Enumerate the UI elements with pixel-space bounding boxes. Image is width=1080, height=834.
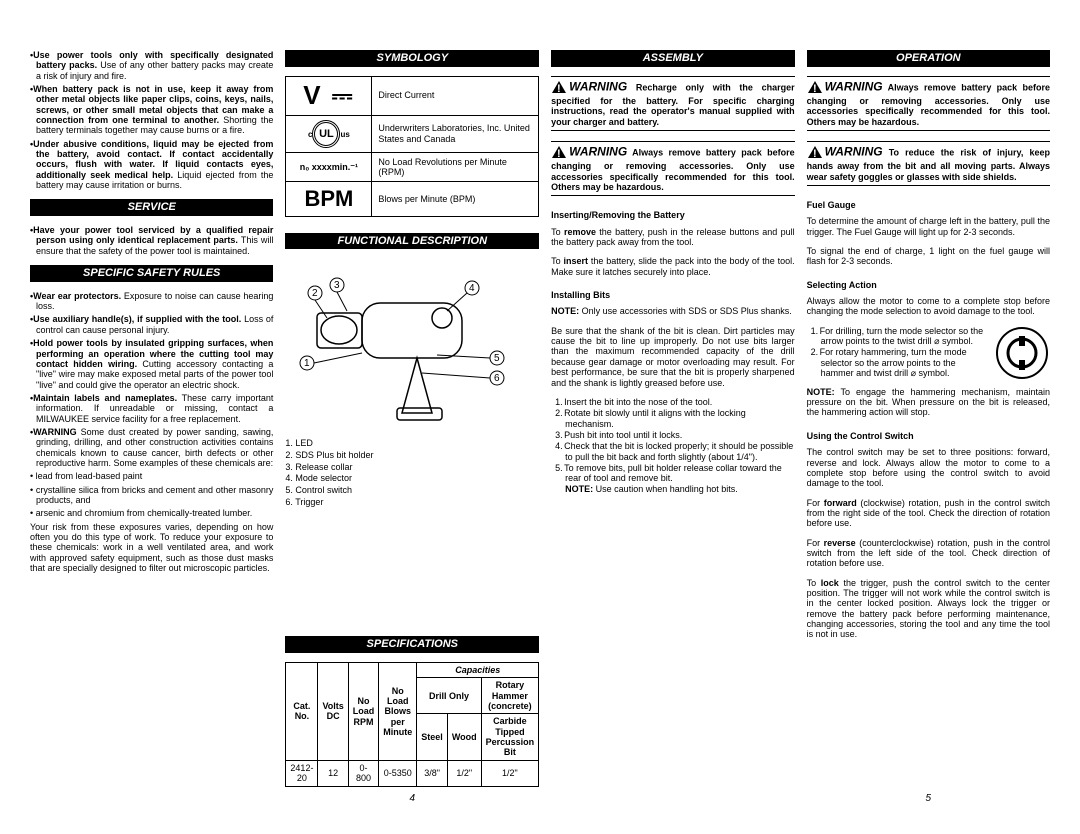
svg-text:2: 2	[312, 288, 318, 299]
svg-text:!: !	[557, 148, 561, 159]
warning-icon: !	[807, 80, 823, 96]
svg-text:3: 3	[334, 280, 340, 291]
page-number-right: 5	[807, 793, 1050, 805]
column-2: SYMBOLOGY V ⎓Direct Current cULusUnderwr…	[285, 50, 539, 804]
assembly-title: ASSEMBLY	[551, 50, 794, 67]
spec-table: Cat. No. Volts DC No Load RPM No Load Bl…	[285, 662, 539, 786]
parts-list: 1. LED 2. SDS Plus bit holder 3. Release…	[285, 438, 539, 508]
safety-bullets: •Use power tools only with specifically …	[30, 50, 273, 193]
mode-dial-icon	[995, 326, 1050, 381]
mode-steps: For drilling, turn the mode selector so …	[807, 326, 989, 380]
functional-title: FUNCTIONAL DESCRIPTION	[285, 233, 539, 250]
svg-text:5: 5	[494, 353, 500, 364]
warning-box: !WARNING To reduce the risk of injury, k…	[807, 141, 1050, 186]
svg-text:6: 6	[494, 373, 500, 384]
column-3: ASSEMBLY !WARNING Recharge only with the…	[551, 50, 794, 804]
warning-box: !WARNING Always remove battery pack befo…	[807, 76, 1050, 131]
spec-title: SPECIFICATIONS	[285, 636, 539, 653]
operation-title: OPERATION	[807, 50, 1050, 67]
warning-icon: !	[807, 145, 823, 161]
install-steps: Insert the bit into the nose of the tool…	[551, 397, 794, 495]
column-4: OPERATION !WARNING Always remove battery…	[807, 50, 1050, 804]
svg-text:!: !	[557, 83, 561, 94]
column-1: •Use power tools only with specifically …	[30, 50, 273, 804]
service-title: SERVICE	[30, 199, 273, 216]
symbology-title: SYMBOLOGY	[285, 50, 539, 67]
rules-list: •Wear ear protectors. Exposure to noise …	[30, 291, 273, 577]
svg-text:1: 1	[304, 358, 310, 369]
warning-icon: !	[551, 80, 567, 96]
tool-diagram: 2 3 4 1 5 6	[285, 258, 539, 428]
warning-box: !WARNING Always remove battery pack befo…	[551, 141, 794, 196]
svg-text:!: !	[813, 83, 817, 94]
page-number-left: 4	[285, 793, 539, 805]
rules-title: SPECIFIC SAFETY RULES	[30, 265, 273, 282]
svg-text:!: !	[813, 148, 817, 159]
svg-text:4: 4	[469, 283, 475, 294]
warning-icon: !	[551, 145, 567, 161]
warning-box: !WARNING Recharge only with the charger …	[551, 76, 794, 131]
symbology-table: V ⎓Direct Current cULusUnderwriters Labo…	[285, 76, 539, 217]
